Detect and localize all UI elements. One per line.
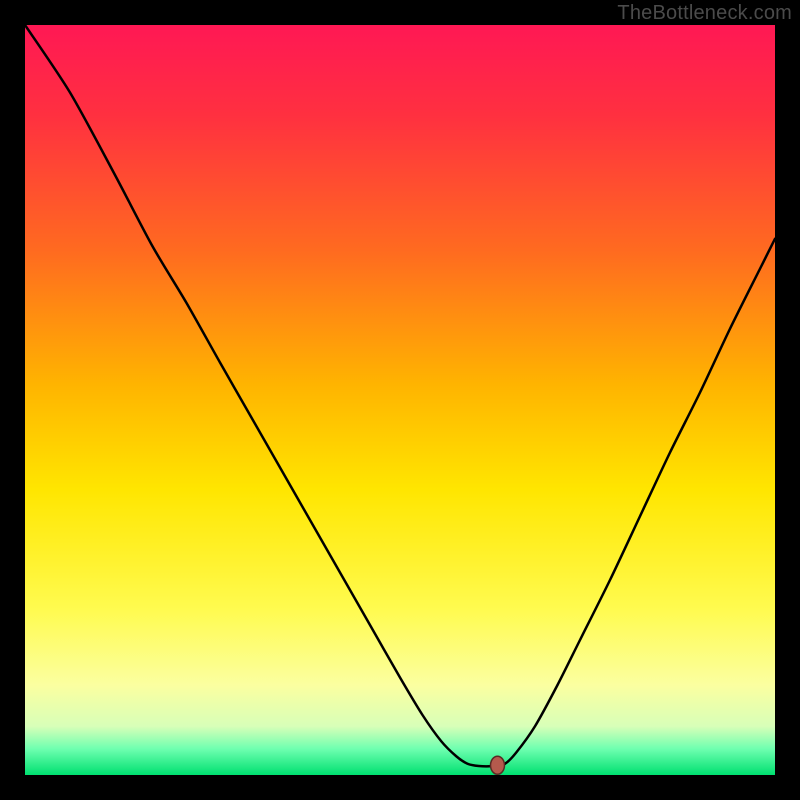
chart-outer-frame: TheBottleneck.com xyxy=(0,0,800,800)
optimum-marker xyxy=(491,756,505,774)
watermark-text: TheBottleneck.com xyxy=(617,2,792,25)
chart-svg xyxy=(25,25,775,775)
chart-plot-area xyxy=(25,25,775,775)
gradient-background xyxy=(25,25,775,775)
